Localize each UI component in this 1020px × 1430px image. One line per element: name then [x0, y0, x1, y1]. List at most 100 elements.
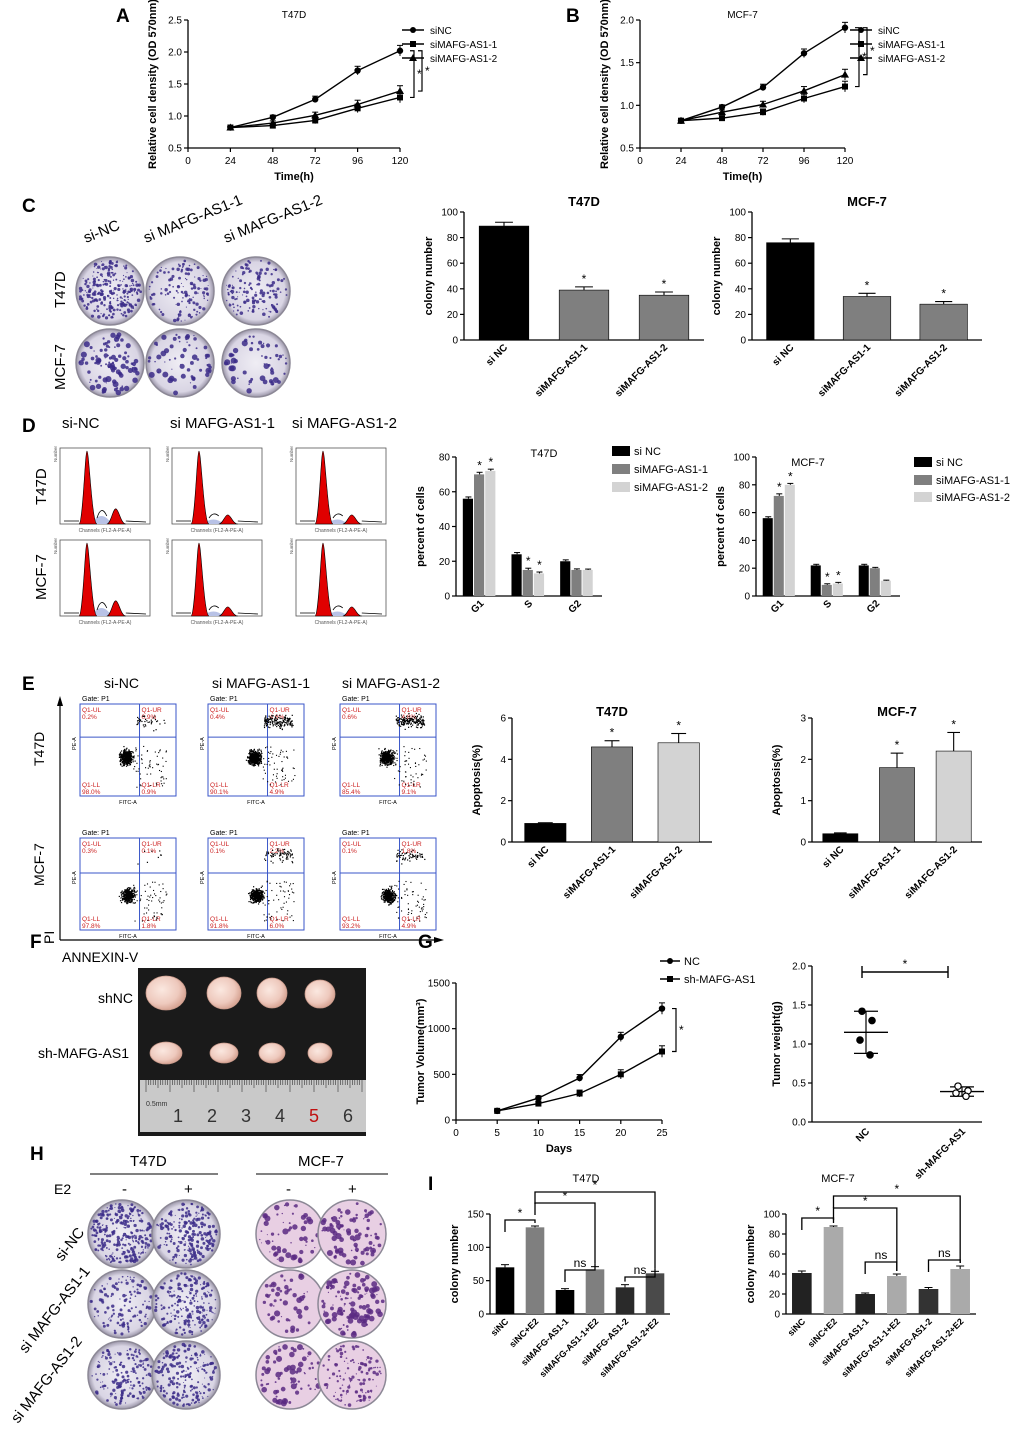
colony-dot — [168, 1235, 171, 1238]
event-dot — [252, 901, 255, 903]
colony-dot — [88, 288, 92, 292]
colony-dot — [111, 306, 114, 309]
quadrant-value: 4.9% — [402, 923, 417, 930]
plot-frame — [79, 837, 177, 931]
event-dot — [276, 911, 278, 913]
event-dot — [280, 890, 282, 892]
colony-dot — [131, 270, 134, 273]
colony-dot — [90, 356, 95, 361]
colony-dot — [252, 304, 256, 309]
event-dot — [397, 897, 399, 899]
event-dot — [135, 747, 137, 749]
colony-dot — [125, 1259, 129, 1263]
colony-dot — [107, 267, 111, 270]
colony-dot — [211, 1224, 215, 1228]
colony-dot — [160, 266, 162, 269]
colony-dot — [283, 372, 286, 375]
colony-dot — [258, 271, 262, 275]
colony-dot — [180, 268, 184, 271]
colony-dot — [262, 300, 266, 304]
colony-dot — [262, 309, 264, 311]
colony-dot — [251, 310, 255, 313]
colony-dot — [271, 1245, 277, 1251]
colony-dot — [100, 292, 104, 296]
colony-dot — [92, 271, 95, 273]
colony-dot — [237, 296, 239, 298]
event-dot — [127, 751, 130, 753]
colony-dot — [190, 283, 193, 285]
colony-dot — [121, 1221, 125, 1225]
event-dot — [421, 910, 423, 912]
colony-dot — [173, 378, 177, 382]
colony-dot — [125, 1255, 129, 1259]
event-dot — [278, 716, 280, 719]
event-dot — [159, 750, 161, 752]
colony-dot — [111, 268, 114, 271]
event-dot — [129, 894, 131, 896]
event-dot — [410, 881, 412, 883]
event-dot — [246, 757, 249, 759]
colony-dot — [271, 289, 275, 293]
event-dot — [136, 720, 139, 722]
colony-dot — [177, 285, 180, 288]
event-dot — [416, 917, 418, 919]
event-dot — [159, 723, 161, 725]
event-dot — [259, 760, 261, 762]
event-dot — [164, 722, 166, 724]
colony-dot — [122, 1219, 126, 1223]
colony-dot — [157, 1225, 160, 1227]
colony-dot — [274, 295, 278, 299]
event-dot — [270, 860, 272, 862]
event-dot — [282, 720, 285, 722]
colony-dot — [192, 378, 196, 381]
colony-dot — [119, 302, 123, 306]
colony-plates-h: T47D MCF-7 E2 - + - + si-NC si MAFG-AS1-… — [8, 1153, 388, 1426]
event-dot — [396, 750, 398, 752]
annexin-dotplot: Gate: P1Q1-UL0.1%Q1-UR1.8%Q1-LL93.2%Q1-L… — [332, 830, 437, 940]
colony-dot — [203, 295, 205, 298]
event-dot — [387, 751, 389, 753]
event-dot — [390, 887, 393, 889]
event-dot — [265, 715, 267, 717]
colony-dot — [83, 294, 85, 296]
colony-dot — [291, 1212, 294, 1215]
colony-dot — [164, 288, 168, 292]
colony-dot — [103, 1241, 107, 1245]
colony-dot — [134, 288, 136, 291]
event-dot — [419, 747, 421, 750]
event-dot — [254, 752, 256, 754]
colony-dot — [135, 304, 137, 307]
colony-dot — [232, 347, 239, 354]
colony-dot — [127, 310, 131, 314]
event-dot — [289, 883, 292, 885]
event-dot — [380, 754, 382, 756]
colony-dot — [137, 1242, 140, 1245]
colony-dot — [130, 1231, 134, 1235]
colony-dot — [126, 272, 128, 274]
event-dot — [262, 890, 264, 892]
panel-letter-g: G — [418, 932, 433, 953]
event-dot — [271, 715, 273, 717]
event-dot — [410, 722, 412, 724]
quadrant-name: Q1-UR — [142, 841, 163, 848]
event-dot — [258, 752, 260, 754]
row-label-mcf7: MCF-7 — [31, 843, 47, 886]
colony-dot — [181, 1237, 185, 1241]
quadrant-value: 0.1% — [142, 848, 157, 855]
event-dot — [399, 770, 401, 773]
s-phase-area — [91, 608, 112, 616]
event-dot — [120, 755, 123, 757]
tumor-sh-mafg — [258, 1042, 286, 1064]
event-dot — [249, 751, 251, 753]
tumor-sh-mafg — [307, 1042, 333, 1064]
event-dot — [415, 726, 418, 728]
plate-dish — [255, 1199, 325, 1269]
colony-dot — [89, 282, 91, 284]
event-dot — [130, 758, 133, 761]
event-dot — [386, 891, 388, 893]
colony-dot — [141, 1220, 143, 1222]
event-dot — [260, 762, 262, 764]
event-dot — [397, 906, 399, 909]
colony-dot — [248, 271, 251, 273]
event-dot — [160, 854, 162, 856]
